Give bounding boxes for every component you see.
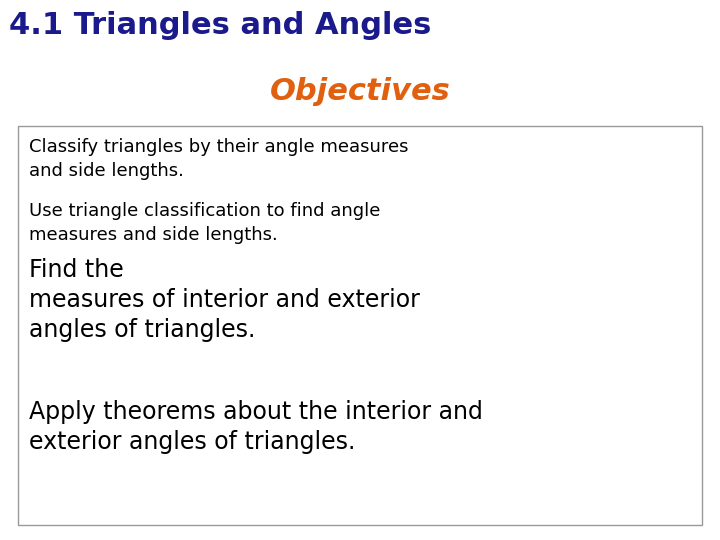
Text: Use triangle classification to find angle
measures and side lengths.: Use triangle classification to find angl…	[29, 202, 380, 244]
Text: 4.1 Triangles and Angles: 4.1 Triangles and Angles	[9, 10, 431, 39]
Text: Find the
measures of interior and exterior
angles of triangles.: Find the measures of interior and exteri…	[29, 258, 420, 342]
Text: Classify triangles by their angle measures
and side lengths.: Classify triangles by their angle measur…	[29, 138, 408, 180]
Text: Apply theorems about the interior and
exterior angles of triangles.: Apply theorems about the interior and ex…	[29, 400, 482, 454]
FancyBboxPatch shape	[18, 126, 702, 525]
Text: Objectives: Objectives	[269, 77, 451, 106]
